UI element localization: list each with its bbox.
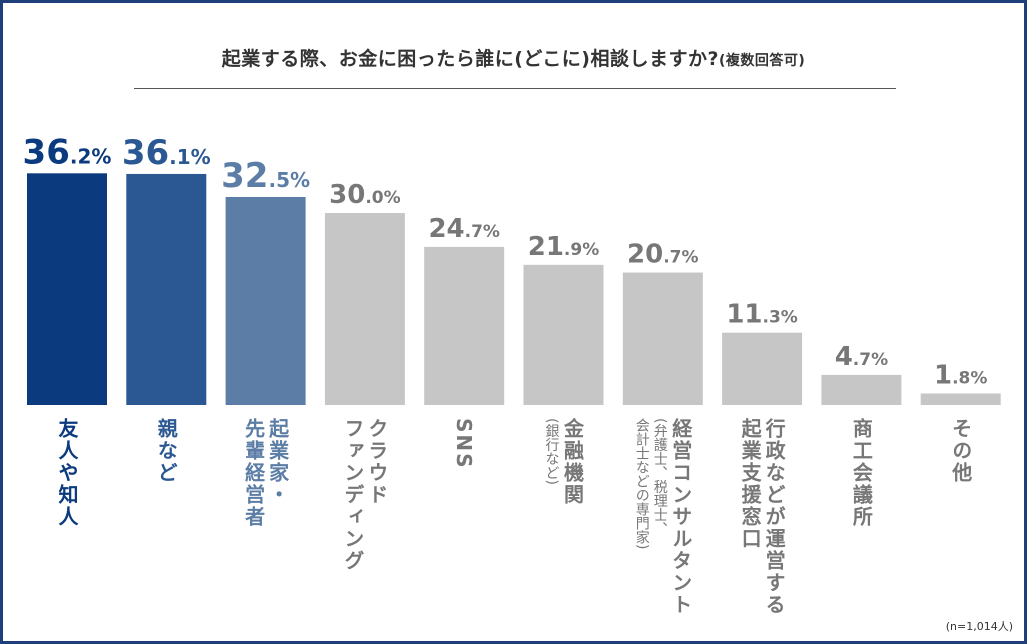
- value-label-8: 11.3%: [726, 300, 798, 330]
- category-label-8-line-2: 起業支援窓口: [738, 418, 762, 550]
- category-label-7: 経営コンサルタント: [669, 417, 693, 616]
- bar-6: [523, 264, 604, 405]
- sample-size-note: (n=1,014人): [945, 620, 1013, 633]
- title-divider: [134, 88, 896, 89]
- chart-title: 起業する際、お金に困ったら誰に(どこに)相談しますか?(複数回答可): [0, 44, 1027, 71]
- category-label-10: その他: [949, 418, 973, 484]
- bar-3: [225, 197, 306, 405]
- bar-4: [324, 213, 405, 405]
- value-label-10: 1.8%: [934, 360, 987, 390]
- category-label-7-line-3: 会計士などの専門家): [634, 418, 650, 549]
- value-label-3: 32.5%: [221, 156, 310, 196]
- chart-title-note: (複数回答可): [719, 53, 806, 69]
- value-label-7: 20.7%: [627, 240, 699, 270]
- value-label-2: 36.1%: [122, 133, 211, 173]
- value-label-9: 4.7%: [835, 342, 888, 372]
- category-label-1: 友人や知人: [55, 417, 79, 528]
- category-label-6: 金融機関: [561, 417, 585, 506]
- bar-5: [424, 246, 505, 405]
- bar-9: [821, 374, 902, 405]
- category-label-5: SNS: [452, 418, 476, 470]
- category-label-8: 行政などが運営する: [762, 417, 786, 616]
- value-label-1: 36.2%: [23, 132, 112, 172]
- category-label-9: 商工会議所: [849, 417, 873, 528]
- value-label-4: 30.0%: [329, 180, 401, 210]
- category-label-4: クラウド: [365, 418, 389, 506]
- category-label-4-line-2: ファンディング: [341, 418, 365, 572]
- category-label-2: 親など: [154, 418, 178, 484]
- value-label-6: 21.9%: [528, 232, 600, 262]
- bar-2: [126, 173, 207, 405]
- bar-8: [722, 332, 803, 405]
- bar-1: [27, 173, 107, 405]
- category-label-6-line-2: (銀行など): [544, 418, 560, 485]
- chart-title-main: 起業する際、お金に困ったら誰に(どこに)相談しますか?: [221, 48, 720, 70]
- bar-7: [622, 272, 703, 405]
- category-label-7-line-2: (弁護士、税理士、: [652, 418, 668, 535]
- category-label-3: 起業家・: [266, 418, 290, 506]
- category-label-3-line-2: 先輩経営者: [242, 417, 266, 528]
- bar-10: [920, 393, 1001, 405]
- value-label-5: 24.7%: [428, 214, 500, 244]
